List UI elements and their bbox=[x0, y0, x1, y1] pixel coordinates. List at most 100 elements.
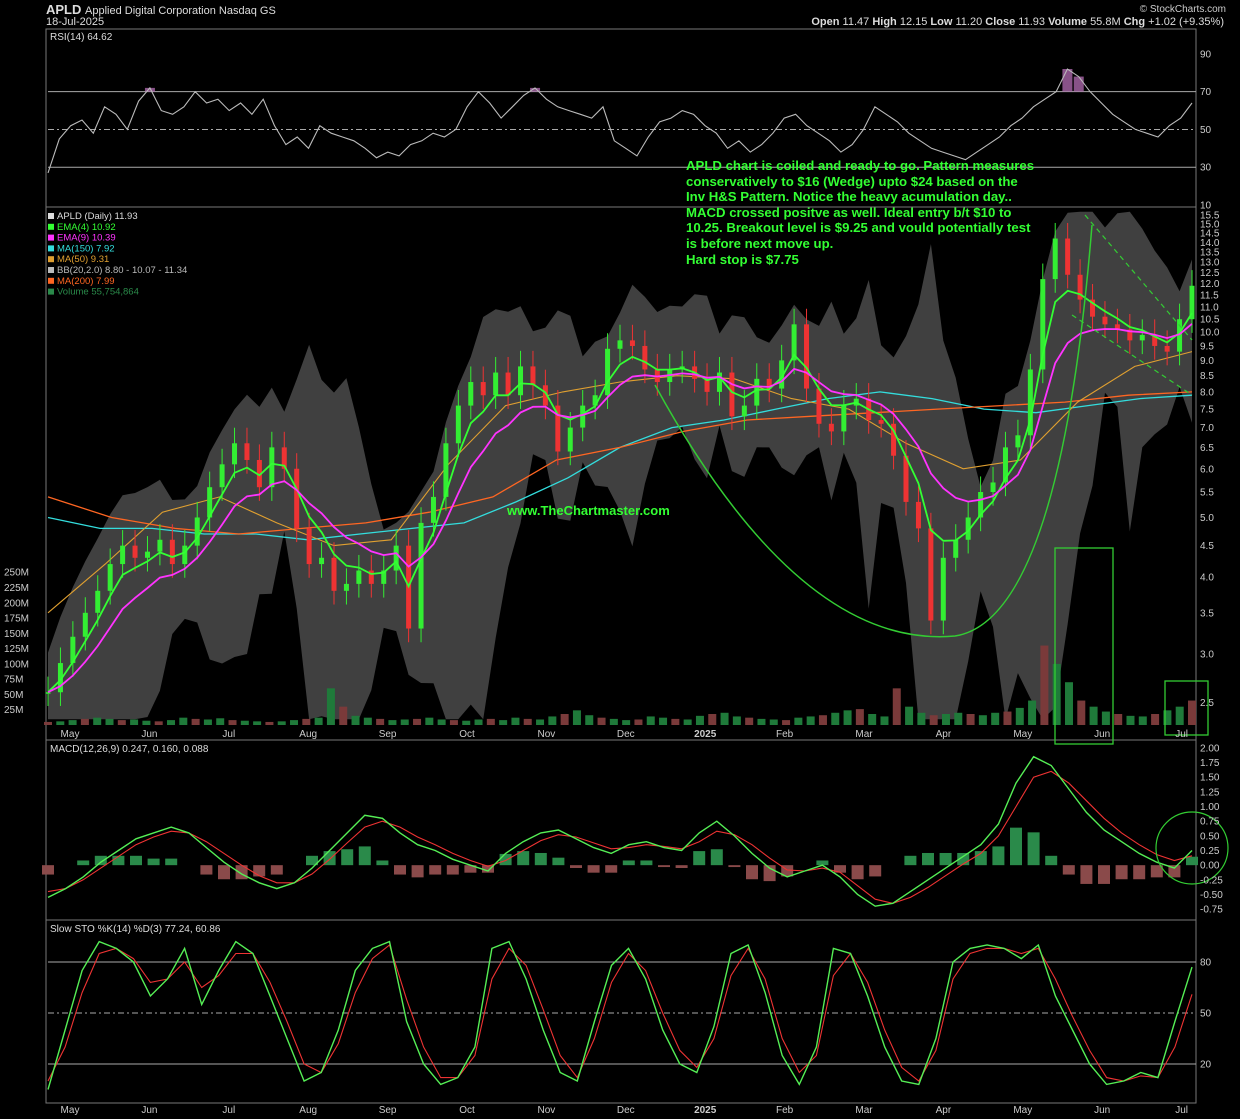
price-y-tick: 15.0 bbox=[1200, 219, 1220, 230]
candle-body bbox=[306, 528, 312, 565]
volume-bar bbox=[1028, 700, 1037, 725]
x-tick-label: Dec bbox=[617, 1105, 635, 1116]
x-tick-label: Jul bbox=[222, 729, 235, 740]
candle-body bbox=[45, 692, 51, 694]
chg-value: +1.02 (+9.35%) bbox=[1148, 16, 1224, 28]
x-tick-label: Sep bbox=[379, 1105, 397, 1116]
ma200-line bbox=[47, 391, 1193, 535]
volume-bar bbox=[720, 712, 729, 725]
close-value: 11.93 bbox=[1018, 16, 1045, 28]
candle-body bbox=[95, 590, 101, 613]
volume-bar bbox=[511, 717, 520, 725]
macd-histogram-bar bbox=[341, 849, 354, 866]
candle-body bbox=[480, 382, 486, 396]
macd-histogram-bar bbox=[306, 855, 318, 866]
x-tick-label: May bbox=[61, 729, 80, 740]
candle-body bbox=[940, 557, 946, 621]
volume-value: 55.8M bbox=[1090, 16, 1121, 28]
candle-body bbox=[754, 378, 760, 406]
macd-histogram-bar bbox=[851, 865, 864, 880]
volume-bar bbox=[806, 716, 815, 725]
price-y-tick: 9.5 bbox=[1200, 341, 1214, 352]
legend-swatch bbox=[48, 234, 54, 241]
rsi-overbought-fill bbox=[144, 87, 155, 92]
rsi-y-tick: 10 bbox=[1200, 201, 1212, 212]
candle-body bbox=[70, 636, 76, 664]
price-y-tick: 11.0 bbox=[1200, 302, 1219, 313]
recent-volume-box bbox=[1164, 680, 1209, 736]
candle-body bbox=[816, 388, 822, 424]
volume-bar bbox=[277, 721, 286, 725]
legend-entry: Volume 55,754,864 bbox=[57, 287, 139, 298]
macd-histogram-bar bbox=[992, 846, 1005, 866]
candle-body bbox=[244, 443, 250, 460]
macd-histogram-bar bbox=[394, 865, 406, 875]
candle-body bbox=[1177, 319, 1183, 352]
macd-histogram-bar bbox=[429, 865, 442, 875]
macd-histogram-bar bbox=[640, 860, 653, 866]
macd-histogram-bar bbox=[675, 865, 688, 868]
macd-histogram-bar bbox=[728, 865, 741, 868]
candle-body bbox=[965, 517, 971, 540]
x-tick-label: Jun bbox=[141, 1105, 157, 1116]
volume-bar bbox=[757, 718, 766, 725]
volume-bar bbox=[782, 720, 791, 725]
candle-body bbox=[194, 517, 200, 546]
candle-body bbox=[1077, 274, 1083, 300]
candle-body bbox=[928, 528, 934, 621]
macd-histogram-bar bbox=[94, 855, 107, 866]
legend-entry: EMA(4) 10.92 bbox=[57, 222, 116, 233]
candle-body bbox=[828, 423, 834, 432]
chart-annotation: APLD chart is coiled and ready to go. Pa… bbox=[686, 158, 1106, 267]
macd-histogram-bar bbox=[570, 865, 582, 868]
volume-bar bbox=[646, 716, 655, 725]
macd-histogram-bar bbox=[376, 860, 389, 866]
volume-bar bbox=[892, 688, 901, 725]
volume-bar bbox=[314, 717, 323, 725]
panel-title: RSI(14) 64.62 bbox=[50, 32, 113, 43]
macd-histogram-bar bbox=[816, 860, 829, 866]
volume-bar bbox=[683, 719, 692, 725]
volume-bar bbox=[376, 718, 385, 725]
volume-bar bbox=[167, 720, 176, 725]
x-tick-label: 2025 bbox=[694, 1105, 717, 1116]
brand: © StockCharts.com bbox=[1140, 4, 1226, 15]
macd-y-tick: 1.75 bbox=[1200, 758, 1220, 769]
candle-body bbox=[542, 385, 548, 406]
volume-bar bbox=[695, 715, 704, 725]
price-y-tick: 8.5 bbox=[1200, 371, 1214, 382]
volume-bar bbox=[609, 718, 618, 725]
candle-body bbox=[729, 372, 735, 417]
rsi-y-tick: 50 bbox=[1200, 125, 1212, 136]
candle-body bbox=[418, 522, 424, 629]
macd-histogram-bar bbox=[77, 860, 90, 866]
price-y-tick: 7.5 bbox=[1200, 405, 1214, 416]
macd-y-tick: 0.50 bbox=[1200, 831, 1220, 842]
volume-bar bbox=[449, 720, 458, 725]
candle-body bbox=[82, 612, 88, 637]
ohlc-readout: Open 11.47 High 12.15 Low 11.20 Close 11… bbox=[811, 16, 1224, 28]
volume-y-tick: 250M bbox=[4, 568, 29, 579]
x-tick-label: Jun bbox=[1094, 729, 1110, 740]
legend-entry: EMA(9) 10.39 bbox=[57, 233, 116, 244]
volume-bar bbox=[1101, 711, 1110, 725]
candle-body bbox=[1189, 285, 1195, 320]
volume-label: Volume bbox=[1048, 16, 1087, 28]
candle-body bbox=[878, 420, 884, 424]
volume-bar bbox=[991, 712, 1000, 725]
sto-y-tick: 50 bbox=[1200, 1009, 1212, 1020]
candle-body bbox=[766, 378, 772, 389]
candle-body bbox=[605, 348, 611, 396]
x-axis: May Jun Jul Aug Sep Oct Nov Dec 2025 Feb Mar Apr May… bbox=[61, 729, 1188, 1116]
rsi-y-tick: 70 bbox=[1200, 87, 1212, 98]
volume-bar bbox=[769, 719, 778, 725]
volume-bar bbox=[818, 715, 827, 725]
candle-body bbox=[978, 492, 984, 518]
macd-histogram-bar bbox=[1186, 856, 1198, 866]
candle-body bbox=[779, 360, 785, 389]
candle-body bbox=[455, 405, 461, 444]
macd-y-tick: 0.00 bbox=[1200, 861, 1220, 872]
volume-bar bbox=[326, 688, 335, 725]
candle-body bbox=[567, 427, 573, 452]
